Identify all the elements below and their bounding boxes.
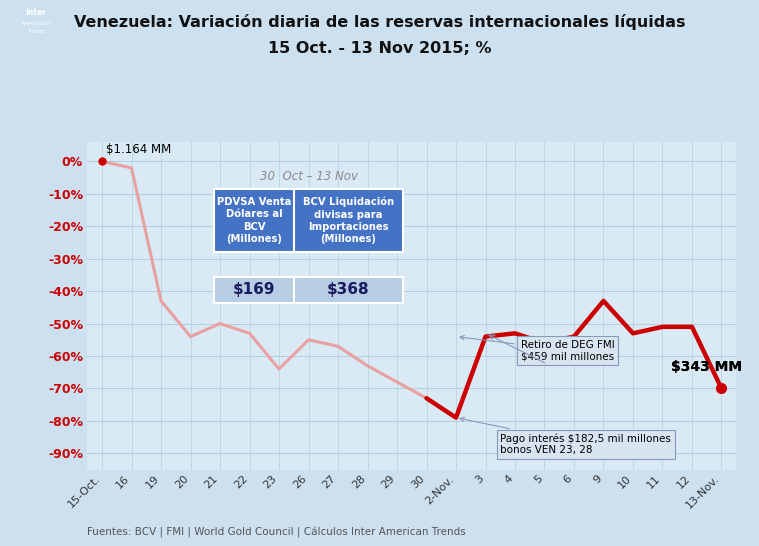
Bar — [294, 189, 403, 252]
Text: $169: $169 — [233, 282, 276, 297]
Text: $343 MM: $343 MM — [672, 360, 742, 373]
Text: $343 MM: $343 MM — [672, 360, 742, 373]
Text: 30  Oct – 13 Nov: 30 Oct – 13 Nov — [260, 169, 357, 182]
Bar — [294, 277, 403, 302]
Text: $1.164 MM: $1.164 MM — [106, 143, 172, 156]
Text: BCV Liquidación
divisas para
Importaciones
(Millones): BCV Liquidación divisas para Importacion… — [303, 197, 394, 245]
Text: Fuentes: BCV | FMI | World Gold Council | Cálculos Inter American Trends: Fuentes: BCV | FMI | World Gold Council … — [87, 527, 466, 538]
Text: Retiro de DEG FMI
$459 mil millones: Retiro de DEG FMI $459 mil millones — [460, 335, 615, 361]
Text: $368: $368 — [327, 282, 370, 297]
Text: 15 Oct. - 13 Nov 2015; %: 15 Oct. - 13 Nov 2015; % — [268, 41, 491, 56]
Text: Pago interés $182,5 mil millones
bonos VEN 23, 28: Pago interés $182,5 mil millones bonos V… — [460, 417, 671, 455]
Text: Inter: Inter — [26, 8, 46, 17]
Text: American: American — [21, 21, 51, 26]
Text: Trends: Trends — [27, 29, 45, 34]
Text: PDVSA Venta
Dólares al
BCV
(Millones): PDVSA Venta Dólares al BCV (Millones) — [217, 197, 291, 244]
Text: Venezuela: Variación diaria de las reservas internacionales líquidas: Venezuela: Variación diaria de las reser… — [74, 14, 685, 29]
Bar — [214, 277, 294, 302]
Bar — [214, 189, 294, 252]
